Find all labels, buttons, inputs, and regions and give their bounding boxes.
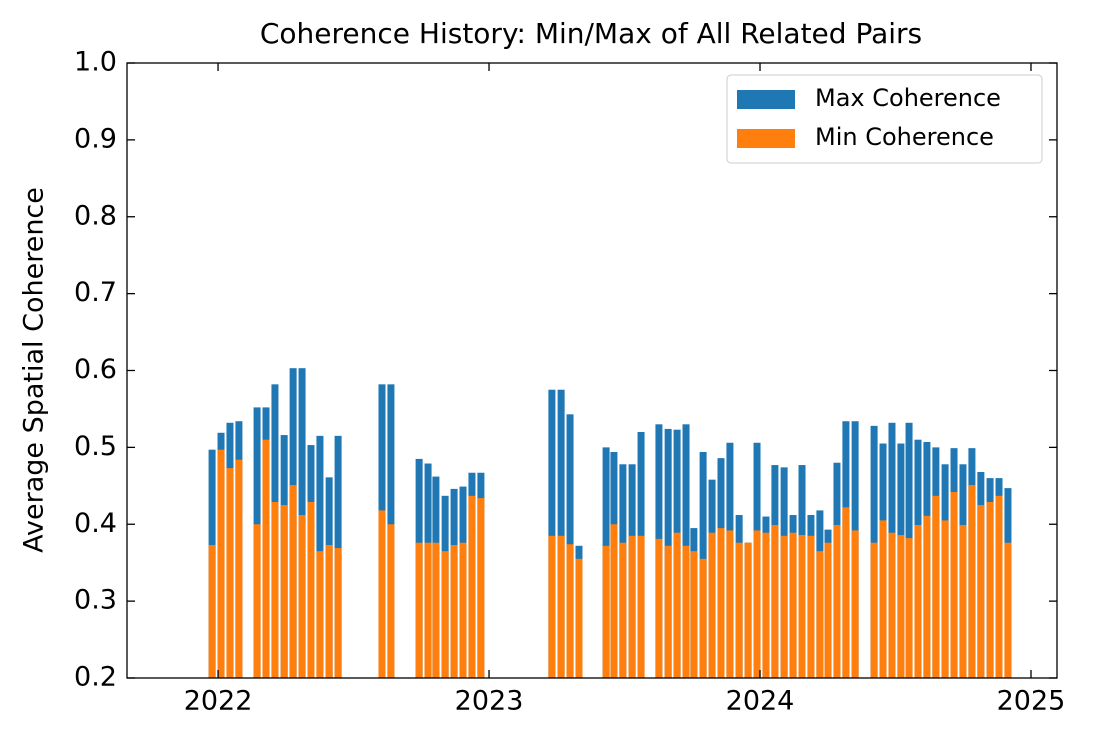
bar bbox=[628, 535, 636, 678]
bar bbox=[298, 515, 306, 678]
bar bbox=[717, 528, 725, 678]
bar bbox=[655, 538, 663, 678]
bar bbox=[762, 532, 770, 678]
y-tick-label: 0.9 bbox=[74, 123, 117, 154]
y-axis-label: Average Spatial Coherence bbox=[19, 187, 50, 553]
bar bbox=[415, 542, 423, 678]
bar bbox=[932, 495, 940, 678]
bar bbox=[977, 505, 985, 678]
bar bbox=[682, 545, 690, 678]
bar bbox=[557, 389, 565, 678]
bar bbox=[262, 439, 270, 678]
bar bbox=[699, 558, 707, 678]
legend-swatch bbox=[737, 129, 795, 148]
x-tick-label: 2023 bbox=[455, 686, 524, 717]
bar bbox=[459, 542, 467, 678]
bar bbox=[798, 535, 806, 678]
bar bbox=[217, 449, 225, 678]
y-tick-label: 0.7 bbox=[74, 277, 117, 308]
bar bbox=[468, 495, 476, 678]
bar bbox=[316, 551, 324, 678]
bar bbox=[950, 491, 958, 678]
bar bbox=[424, 542, 432, 678]
bar bbox=[735, 542, 743, 678]
bar bbox=[824, 542, 832, 678]
bar bbox=[253, 524, 261, 678]
bar bbox=[879, 520, 887, 678]
bar bbox=[870, 542, 878, 678]
bar bbox=[450, 545, 458, 678]
bar bbox=[557, 535, 565, 678]
bar bbox=[923, 515, 931, 678]
bar bbox=[441, 551, 449, 678]
bar bbox=[771, 525, 779, 678]
y-tick-label: 0.5 bbox=[74, 431, 117, 462]
bar bbox=[664, 545, 672, 678]
bar bbox=[637, 535, 645, 678]
bar bbox=[1004, 542, 1012, 678]
bar bbox=[789, 532, 797, 678]
bar bbox=[548, 389, 556, 678]
bar bbox=[753, 530, 761, 678]
y-tick-label: 0.4 bbox=[74, 508, 117, 539]
y-tick-label: 0.8 bbox=[74, 200, 117, 231]
bar bbox=[325, 545, 333, 678]
bar bbox=[378, 510, 386, 678]
legend-box bbox=[726, 74, 1043, 164]
bar bbox=[744, 542, 752, 678]
y-tick-label: 0.6 bbox=[74, 354, 117, 385]
y-tick-label: 0.3 bbox=[74, 585, 117, 616]
bar bbox=[959, 525, 967, 678]
bar bbox=[566, 544, 574, 678]
bar bbox=[690, 551, 698, 678]
bar bbox=[280, 505, 288, 678]
x-tick-label: 2025 bbox=[997, 686, 1066, 717]
bar bbox=[289, 485, 297, 678]
bar bbox=[968, 485, 976, 678]
y-tick-label: 0.2 bbox=[74, 662, 117, 693]
bar bbox=[726, 530, 734, 678]
bar bbox=[780, 535, 788, 678]
bar bbox=[673, 532, 681, 678]
bar bbox=[941, 520, 949, 678]
bar bbox=[548, 535, 556, 678]
bar bbox=[807, 535, 815, 678]
bar bbox=[226, 468, 234, 678]
bar bbox=[271, 501, 279, 678]
legend-label: Min Coherence bbox=[815, 123, 994, 151]
bar bbox=[708, 532, 716, 678]
x-tick-label: 2024 bbox=[726, 686, 795, 717]
bar bbox=[477, 498, 485, 678]
bar bbox=[995, 495, 1003, 678]
bar bbox=[914, 525, 922, 678]
y-tick-label: 1.0 bbox=[74, 47, 117, 78]
bar bbox=[851, 530, 859, 678]
bar bbox=[842, 507, 850, 678]
bar bbox=[905, 538, 913, 678]
chart-title: Coherence History: Min/Max of All Relate… bbox=[260, 17, 922, 50]
bar bbox=[816, 551, 824, 678]
bar bbox=[833, 525, 841, 678]
bar bbox=[888, 532, 896, 678]
bar bbox=[602, 545, 610, 678]
bar bbox=[610, 524, 618, 678]
bar bbox=[986, 501, 994, 678]
bar bbox=[575, 558, 583, 678]
bar bbox=[334, 548, 342, 678]
bar bbox=[432, 542, 440, 678]
bar bbox=[619, 542, 627, 678]
bar bbox=[387, 524, 395, 678]
bar bbox=[235, 459, 243, 678]
bar bbox=[208, 545, 216, 678]
bar bbox=[897, 535, 905, 678]
bar bbox=[307, 501, 315, 678]
legend-label: Max Coherence bbox=[815, 84, 1001, 112]
x-tick-label: 2022 bbox=[184, 686, 253, 717]
legend-swatch bbox=[737, 90, 795, 109]
